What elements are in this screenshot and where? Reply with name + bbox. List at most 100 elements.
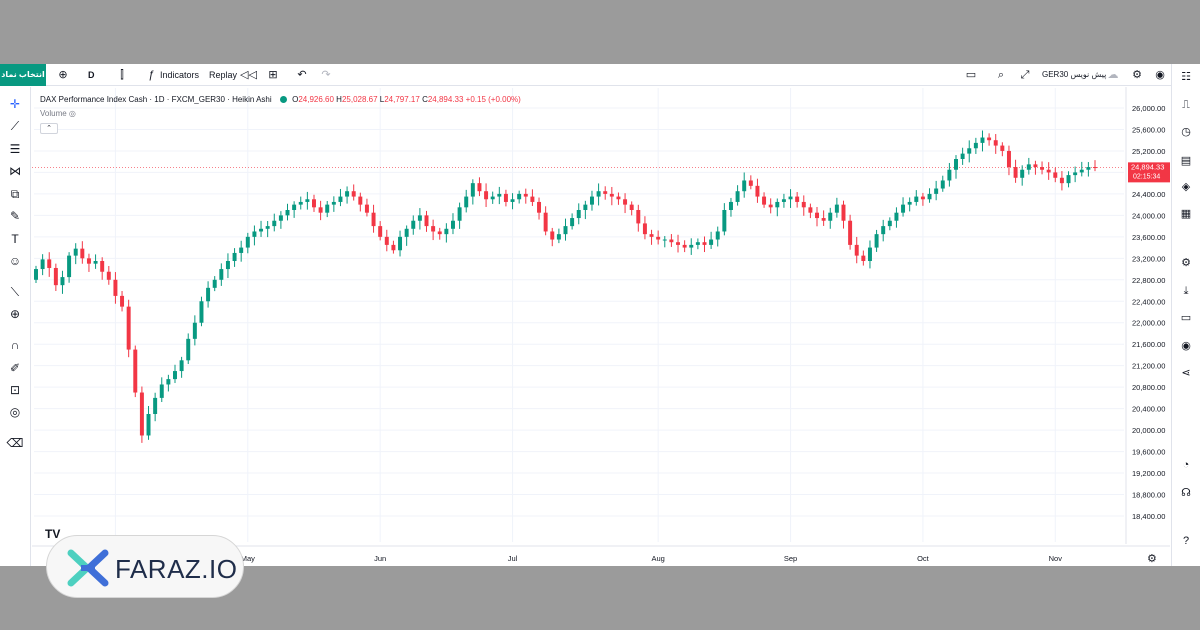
axis-settings-icon[interactable]: ⚙ — [1147, 553, 1157, 565]
collapse-legend-button[interactable]: ⌃ — [40, 123, 58, 134]
lock-draw-icon[interactable]: ✐ — [9, 361, 21, 375]
trash-icon[interactable]: ⌫ — [6, 436, 24, 450]
text-icon[interactable]: T — [11, 232, 19, 246]
candle — [192, 315, 197, 346]
candle — [762, 192, 767, 208]
volume-text: Volume — [40, 109, 67, 118]
pattern-icon[interactable]: ⋈ — [9, 164, 21, 178]
download-icon[interactable]: ⤓ — [1183, 285, 1189, 297]
y-tick-label: 23,600.00 — [1132, 233, 1165, 242]
projection-icon[interactable]: ⧉ — [10, 187, 20, 201]
interval-button[interactable]: D — [88, 70, 95, 80]
zoom-in-icon[interactable]: ⊕ — [9, 307, 21, 321]
candle-body — [570, 218, 575, 227]
candle-body — [728, 201, 733, 210]
emoji-icon[interactable]: ☺ — [8, 254, 22, 268]
candle-body — [292, 204, 297, 210]
eye-visibility-icon[interactable]: ◎ — [68, 109, 76, 118]
candle-body — [954, 159, 958, 170]
candle-body — [1046, 169, 1051, 173]
candle-body — [1000, 145, 1005, 151]
expand-icon[interactable]: ⤢ — [1020, 69, 1030, 81]
bell-icon[interactable]: ◔ — [1182, 459, 1190, 471]
candle — [517, 190, 522, 204]
magnet-icon[interactable]: ∩ — [10, 338, 20, 352]
legend-dot[interactable] — [279, 96, 287, 103]
candle-body — [662, 239, 667, 241]
replay-rewind-icon[interactable]: ◁◁ — [240, 69, 257, 81]
candle — [67, 252, 72, 283]
candle — [444, 223, 449, 243]
candle-body — [73, 248, 78, 256]
candle — [457, 202, 462, 229]
chat-icon[interactable]: ▭ — [1180, 312, 1192, 324]
calendar-icon[interactable]: ▦ — [1180, 208, 1192, 220]
candle-body — [755, 185, 760, 197]
layers-icon[interactable]: ◈ — [1181, 181, 1191, 193]
candle — [788, 189, 793, 208]
candle-body — [173, 371, 177, 380]
tradingview-logo[interactable]: TV — [45, 527, 61, 541]
zoom-search-icon[interactable]: ⌕ — [997, 69, 1005, 81]
eye-icon[interactable]: ◎ — [9, 405, 21, 419]
candle — [384, 229, 389, 252]
candle-style-icon[interactable]: ⫿ — [120, 69, 124, 81]
candle — [424, 210, 429, 232]
watchlist-icon[interactable]: ☷ — [1181, 71, 1191, 83]
legend-title: DAX Performance Index Cash · 1D · FXCM_G… — [40, 95, 272, 104]
chart-canvas[interactable]: 18,400.00 18,800.00 19,200.00 19,600.00 20,0… — [0, 64, 1171, 566]
user-icon[interactable]: ◉ — [1181, 340, 1191, 352]
candle — [305, 191, 310, 210]
brush-icon[interactable]: ✎ — [9, 209, 21, 223]
candle — [404, 225, 409, 246]
redo-icon[interactable]: ↷ — [321, 69, 331, 81]
candle — [742, 172, 747, 198]
candle-body — [331, 201, 336, 205]
candle — [682, 240, 687, 253]
candle — [1086, 162, 1091, 177]
symbol-select-button[interactable]: انتخاب نماد — [0, 64, 46, 86]
replay-button[interactable]: Replay — [209, 70, 238, 80]
ruler-icon[interactable]: ⟍ — [10, 285, 20, 299]
price-axis: 18,400.00 18,800.00 19,200.00 19,600.00 20,0… — [1125, 87, 1165, 544]
indicators-button[interactable]: Indicators — [160, 70, 200, 80]
candle — [272, 213, 277, 232]
fullscreen-box-icon[interactable]: ▭ — [965, 69, 977, 81]
candle-body — [1026, 164, 1031, 170]
candle-body — [384, 236, 389, 245]
crosshair-icon[interactable]: ✛ — [9, 97, 21, 111]
layout-grid-icon[interactable]: ⊞ — [268, 69, 278, 81]
legend-high-key: H — [336, 95, 342, 104]
settings-icon[interactable]: ⚙ — [1181, 257, 1191, 269]
indicators-icon[interactable]: ƒ — [147, 69, 155, 81]
candle-body — [106, 271, 111, 280]
candle-body — [206, 287, 211, 302]
candle-body — [576, 210, 581, 219]
candle — [437, 227, 442, 240]
alerts-icon[interactable]: ⎍ — [1182, 99, 1190, 111]
chart-settings-icon[interactable]: ⚙ — [1132, 69, 1142, 81]
help-icon[interactable]: ? — [1182, 535, 1190, 547]
candle-body — [312, 199, 316, 208]
y-tick-label: 20,400.00 — [1132, 405, 1165, 414]
candle — [616, 192, 621, 205]
cloud-icon[interactable]: ☁ — [1107, 69, 1119, 81]
candle — [173, 364, 177, 384]
share-icon[interactable]: ⋖ — [1181, 367, 1191, 379]
news-icon[interactable]: ▤ — [1180, 155, 1192, 167]
symbol-search-field[interactable]: GER30 پیش نویس — [1042, 70, 1107, 79]
add-symbol-icon[interactable]: ⊕ — [58, 69, 68, 81]
fib-icon[interactable]: ☰ — [9, 142, 21, 156]
camera-icon[interactable]: ◉ — [1155, 69, 1165, 81]
undo-icon[interactable]: ↶ — [297, 69, 307, 81]
volume-label[interactable]: Volume ◎ — [40, 109, 76, 118]
clock-icon[interactable]: ◷ — [1181, 126, 1191, 138]
unlock-icon[interactable]: ⊡ — [9, 383, 21, 397]
x-tick-label: Jul — [508, 554, 518, 563]
candle-body — [762, 196, 767, 205]
candle — [887, 217, 892, 231]
candle-body — [709, 239, 714, 245]
candle-body — [484, 191, 489, 200]
headset-icon[interactable]: ☊ — [1181, 487, 1191, 499]
trend-line-icon[interactable]: ⟋ — [10, 119, 20, 133]
